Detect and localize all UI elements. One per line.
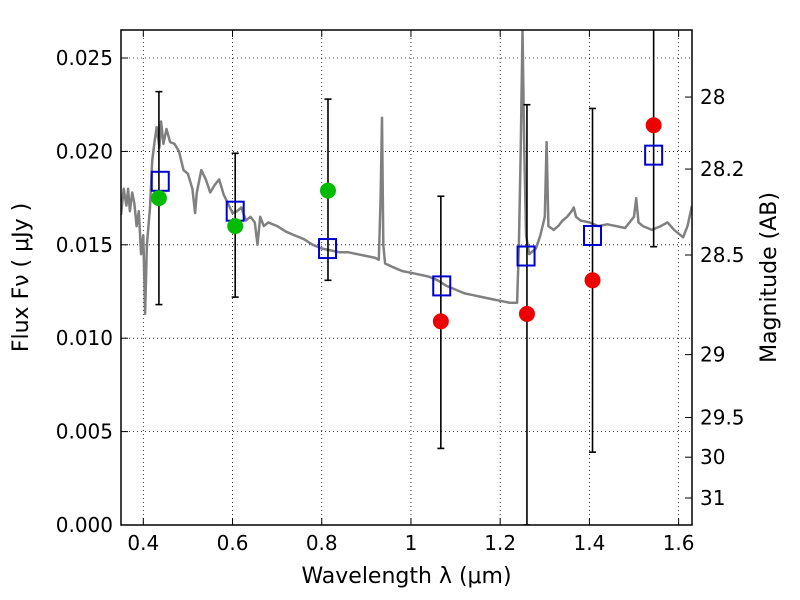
y-tick-label: 0.015 bbox=[56, 233, 113, 257]
y2-tick-label: 28.5 bbox=[700, 243, 745, 267]
y-tick-label: 0.025 bbox=[56, 46, 113, 70]
plot-frame bbox=[120, 29, 693, 526]
observed-point bbox=[584, 272, 601, 289]
y-tick-label: 0.000 bbox=[56, 513, 113, 537]
x-tick-label: 0.6 bbox=[217, 531, 249, 555]
model-box-marker bbox=[150, 170, 170, 192]
y2-tick-label: 29.5 bbox=[700, 406, 745, 430]
x-tick-label: 0.4 bbox=[127, 531, 159, 555]
tick-labels: 0.4 0.6 0.8 1 1.2 1.4 1.6 0.000 0.005 0.010 0.015 0… bbox=[56, 46, 745, 555]
y-axis-title: Flux Fν ( μJy ) bbox=[9, 203, 34, 352]
y2-axis-title: Magnitude (AB) bbox=[757, 192, 782, 363]
model-box-marker bbox=[432, 275, 452, 297]
model-box-marker bbox=[644, 144, 664, 166]
y-tick-label: 0.020 bbox=[56, 139, 113, 163]
observed-point bbox=[518, 305, 535, 322]
y2-tick-label: 28.2 bbox=[700, 157, 745, 181]
plot-area bbox=[121, 30, 692, 525]
y-tick-label: 0.005 bbox=[56, 420, 113, 444]
sed-curve bbox=[121, 30, 692, 316]
observed-point bbox=[227, 218, 244, 235]
x-tick-label: 1.4 bbox=[573, 531, 605, 555]
observed-point bbox=[319, 182, 336, 199]
y2-tick-label: 31 bbox=[700, 486, 725, 510]
x-tick-label: 1.2 bbox=[484, 531, 516, 555]
x-tick-label: 1.6 bbox=[663, 531, 695, 555]
y2-tick-label: 29 bbox=[700, 343, 725, 367]
axis-ticks bbox=[121, 30, 692, 526]
observed-point bbox=[645, 117, 662, 134]
x-axis-title: Wavelength λ (μm) bbox=[301, 564, 511, 589]
y2-tick-label: 30 bbox=[700, 445, 725, 469]
model-box-marker bbox=[583, 224, 603, 246]
model-box-marker bbox=[318, 238, 338, 260]
grid-lines bbox=[121, 30, 692, 525]
y2-tick-label: 28 bbox=[700, 85, 725, 109]
y-tick-label: 0.010 bbox=[56, 326, 113, 350]
observed-point bbox=[150, 190, 167, 207]
x-tick-label: 0.8 bbox=[306, 531, 338, 555]
x-tick-label: 1 bbox=[405, 531, 418, 555]
observed-point bbox=[432, 313, 449, 330]
model-box-marker bbox=[516, 245, 536, 267]
